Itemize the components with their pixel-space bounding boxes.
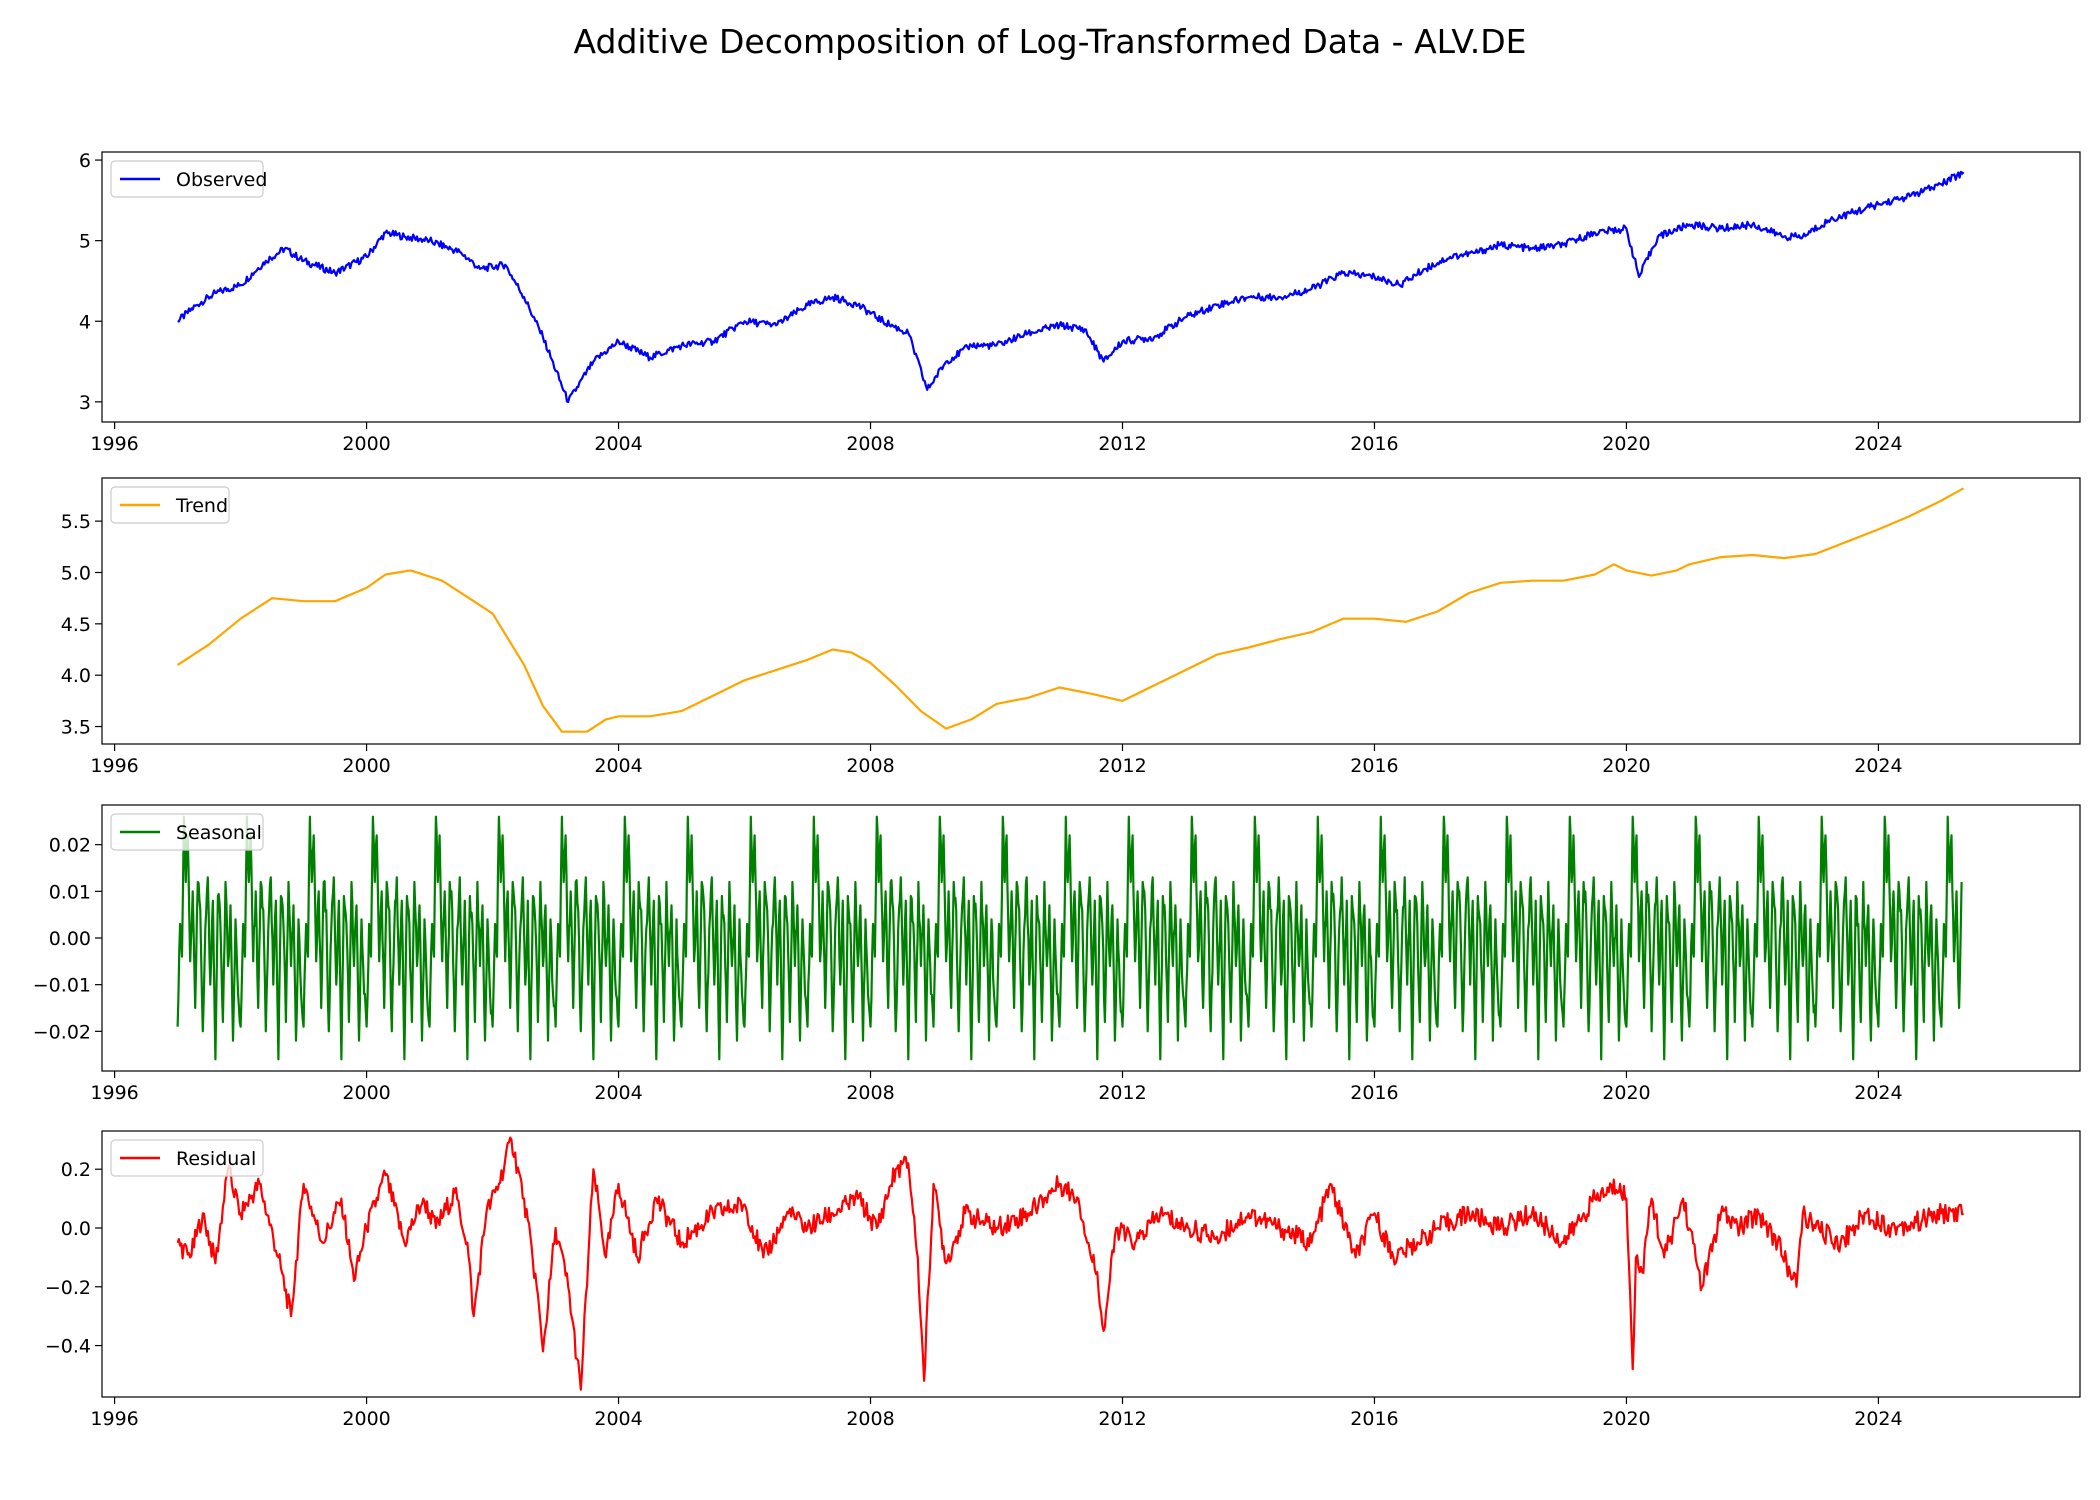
x-tick-label: 2024 [1854, 1408, 1902, 1430]
x-tick-label: 2004 [594, 1408, 642, 1430]
y-tick-label: 4.5 [61, 614, 91, 636]
legend-label: Observed [176, 169, 267, 191]
y-tick-label: 3 [79, 392, 91, 414]
legend-label: Seasonal [176, 822, 262, 844]
x-tick-label: 2024 [1854, 433, 1902, 455]
y-tick-label: 6 [79, 150, 91, 172]
trend-legend: Trend [110, 486, 230, 524]
y-tick-label: −0.02 [33, 1021, 91, 1043]
x-tick-label: 2020 [1602, 755, 1650, 777]
x-tick-label: 2004 [594, 433, 642, 455]
x-tick-label: 2012 [1098, 755, 1146, 777]
legend-box [110, 486, 230, 524]
seasonal-panel: 1996 2000 2004 2008 2012 2016 2020 2024 −0.02 −0.… [33, 804, 2081, 1104]
y-tick-label: 5.0 [61, 562, 91, 584]
y-tick-label: 0.0 [61, 1218, 91, 1240]
x-tick-label: 2012 [1098, 1082, 1146, 1104]
figure-title: Additive Decomposition of Log-Transforme… [573, 22, 1527, 61]
x-tick-label: 2008 [846, 755, 894, 777]
x-tick-label: 2004 [594, 1082, 642, 1104]
x-tick-label: 2000 [342, 1082, 390, 1104]
seasonal-legend: Seasonal [110, 813, 264, 851]
y-tick-label: 0.02 [49, 835, 91, 857]
observed-axes-frame [101, 151, 2081, 423]
x-tick-label: 2020 [1602, 1408, 1650, 1430]
y-tick-label: 4.0 [61, 665, 91, 687]
observed-series-line [177, 170, 1965, 403]
seasonal-series-line [176, 815, 1963, 1061]
x-tick-label: 2000 [342, 433, 390, 455]
y-tick-label: 0.01 [49, 881, 91, 903]
x-tick-label: 2020 [1602, 1082, 1650, 1104]
legend-box [110, 160, 264, 198]
y-tick-label: −0.2 [45, 1277, 91, 1299]
x-tick-label: 2000 [342, 755, 390, 777]
x-tick-label: 1996 [90, 433, 138, 455]
x-tick-label: 2016 [1350, 1082, 1398, 1104]
x-tick-label: 2008 [846, 433, 894, 455]
y-tick-label: 3.5 [61, 717, 91, 739]
y-tick-label: −0.01 [33, 975, 91, 997]
x-tick-label: 2012 [1098, 433, 1146, 455]
x-tick-label: 2016 [1350, 755, 1398, 777]
trend-panel: 1996 2000 2004 2008 2012 2016 2020 2024 3.5 4.0 4.… [61, 477, 2081, 777]
residual-series-line [176, 1136, 1965, 1391]
observed-panel: 1996 2000 2004 2008 2012 2016 2020 2024 3 4 5 6 Obse… [79, 150, 2081, 455]
trend-axes-frame [101, 477, 2081, 745]
x-tick-label: 2004 [594, 755, 642, 777]
legend-box [110, 1139, 264, 1177]
legend-label: Residual [176, 1148, 256, 1170]
residual-panel: 1996 2000 2004 2008 2012 2016 2020 2024 −0.4 −0.2… [45, 1130, 2081, 1430]
x-tick-label: 1996 [90, 1082, 138, 1104]
y-tick-label: 0.00 [49, 928, 91, 950]
x-tick-label: 2020 [1602, 433, 1650, 455]
x-tick-label: 2008 [846, 1408, 894, 1430]
residual-axes-frame [101, 1130, 2081, 1398]
x-tick-label: 2008 [846, 1082, 894, 1104]
residual-legend: Residual [110, 1139, 264, 1177]
y-tick-label: 5.5 [61, 511, 91, 533]
legend-label: Trend [175, 495, 228, 517]
x-tick-label: 2012 [1098, 1408, 1146, 1430]
trend-series-line [177, 487, 1965, 733]
x-tick-label: 2016 [1350, 1408, 1398, 1430]
x-tick-label: 2016 [1350, 433, 1398, 455]
x-tick-label: 2000 [342, 1408, 390, 1430]
y-tick-label: 0.2 [61, 1159, 91, 1181]
y-tick-label: −0.4 [45, 1336, 91, 1358]
x-tick-label: 1996 [90, 755, 138, 777]
x-tick-label: 2024 [1854, 755, 1902, 777]
legend-box [110, 813, 264, 851]
y-tick-label: 5 [79, 231, 91, 253]
observed-legend: Observed [110, 160, 267, 198]
x-tick-label: 2024 [1854, 1082, 1902, 1104]
y-tick-label: 4 [79, 311, 91, 333]
x-tick-label: 1996 [90, 1408, 138, 1430]
